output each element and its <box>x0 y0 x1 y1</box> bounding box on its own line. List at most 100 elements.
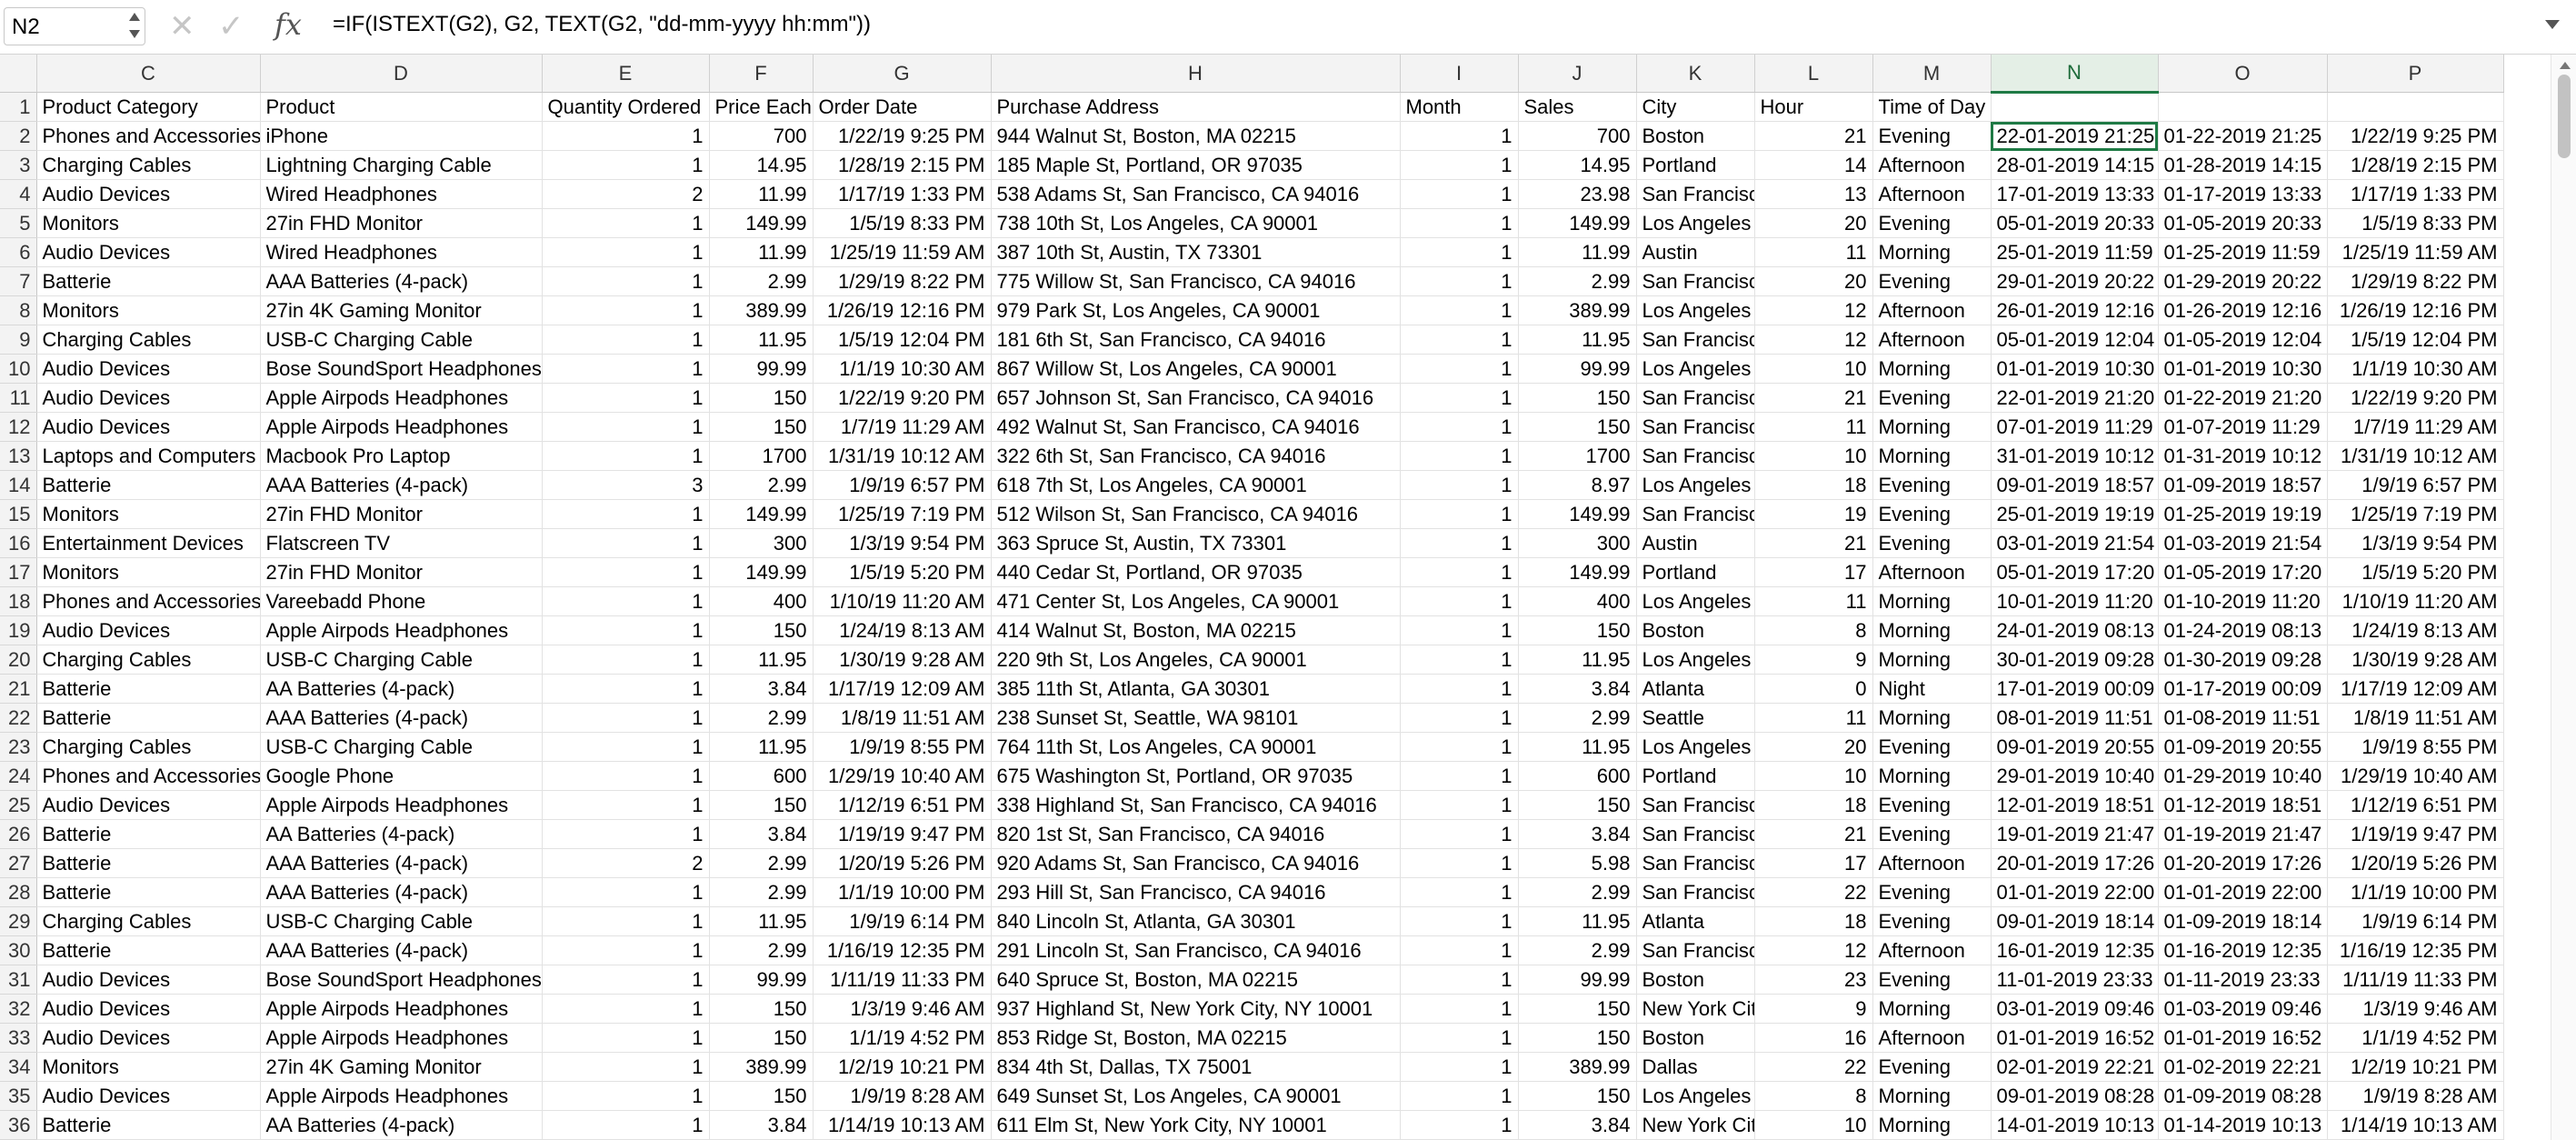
cell-c11[interactable]: Audio Devices <box>36 383 261 413</box>
scroll-up-icon[interactable] <box>2560 62 2571 69</box>
cell-f33[interactable]: 150 <box>709 1023 814 1053</box>
cell-i17[interactable]: 1 <box>1400 557 1519 587</box>
cell-m6[interactable]: Morning <box>1872 237 1992 267</box>
cell-d36[interactable]: AA Batteries (4-pack) <box>260 1110 543 1140</box>
cell-l32[interactable]: 9 <box>1754 994 1873 1024</box>
cell-c17[interactable]: Monitors <box>36 557 261 587</box>
cell-m30[interactable]: Afternoon <box>1872 935 1992 965</box>
cell-d19[interactable]: Apple Airpods Headphones <box>260 615 543 645</box>
cell-d21[interactable]: AA Batteries (4-pack) <box>260 674 543 704</box>
cell-e21[interactable]: 1 <box>542 674 710 704</box>
cell-c10[interactable]: Audio Devices <box>36 354 261 384</box>
cell-j24[interactable]: 600 <box>1518 761 1637 791</box>
cell-l33[interactable]: 16 <box>1754 1023 1873 1053</box>
cell-j23[interactable]: 11.95 <box>1518 732 1637 762</box>
select-all-corner[interactable] <box>0 55 37 93</box>
cell-f5[interactable]: 149.99 <box>709 208 814 238</box>
cell-j20[interactable]: 11.95 <box>1518 645 1637 675</box>
cell-m7[interactable]: Evening <box>1872 266 1992 296</box>
cell-g33[interactable]: 1/1/19 4:52 PM <box>813 1023 992 1053</box>
cell-l18[interactable]: 11 <box>1754 586 1873 616</box>
cell-h28[interactable]: 293 Hill St, San Francisco, CA 94016 <box>991 877 1401 907</box>
cell-f16[interactable]: 300 <box>709 528 814 558</box>
cell-k32[interactable]: New York Cit <box>1636 994 1755 1024</box>
cell-h19[interactable]: 414 Walnut St, Boston, MA 02215 <box>991 615 1401 645</box>
cell-m26[interactable]: Evening <box>1872 819 1992 849</box>
cell-e25[interactable]: 1 <box>542 790 710 820</box>
cell-e11[interactable]: 1 <box>542 383 710 413</box>
cell-l21[interactable]: 0 <box>1754 674 1873 704</box>
cell-m14[interactable]: Evening <box>1872 470 1992 500</box>
cell-p35[interactable]: 1/9/19 8:28 AM <box>2327 1081 2504 1111</box>
cell-i10[interactable]: 1 <box>1400 354 1519 384</box>
column-header-n[interactable]: N <box>1991 55 2159 94</box>
cell-i19[interactable]: 1 <box>1400 615 1519 645</box>
cell-f31[interactable]: 99.99 <box>709 965 814 995</box>
cell-p22[interactable]: 1/8/19 11:51 AM <box>2327 703 2504 733</box>
cell-f12[interactable]: 150 <box>709 412 814 442</box>
cell-f29[interactable]: 11.95 <box>709 906 814 936</box>
cell-i8[interactable]: 1 <box>1400 295 1519 325</box>
cell-g16[interactable]: 1/3/19 9:54 PM <box>813 528 992 558</box>
cell-l7[interactable]: 20 <box>1754 266 1873 296</box>
cell-p29[interactable]: 1/9/19 6:14 PM <box>2327 906 2504 936</box>
cell-g5[interactable]: 1/5/19 8:33 PM <box>813 208 992 238</box>
row-header[interactable]: 35 <box>0 1081 37 1111</box>
column-header-h[interactable]: H <box>991 55 1401 93</box>
cell-c14[interactable]: Batterie <box>36 470 261 500</box>
cell-h21[interactable]: 385 11th St, Atlanta, GA 30301 <box>991 674 1401 704</box>
cell-j6[interactable]: 11.99 <box>1518 237 1637 267</box>
cell-h23[interactable]: 764 11th St, Los Angeles, CA 90001 <box>991 732 1401 762</box>
cell-h10[interactable]: 867 Willow St, Los Angeles, CA 90001 <box>991 354 1401 384</box>
cell-m28[interactable]: Evening <box>1872 877 1992 907</box>
cell-e15[interactable]: 1 <box>542 499 710 529</box>
cell-j9[interactable]: 11.95 <box>1518 325 1637 355</box>
row-header[interactable]: 5 <box>0 208 37 238</box>
cell-k8[interactable]: Los Angeles <box>1636 295 1755 325</box>
cell-g27[interactable]: 1/20/19 5:26 PM <box>813 848 992 878</box>
cell-e31[interactable]: 1 <box>542 965 710 995</box>
cell-m22[interactable]: Morning <box>1872 703 1992 733</box>
cell-k26[interactable]: San Francisc <box>1636 819 1755 849</box>
cell-i25[interactable]: 1 <box>1400 790 1519 820</box>
cell-h18[interactable]: 471 Center St, Los Angeles, CA 90001 <box>991 586 1401 616</box>
name-box-stepper-icon[interactable] <box>128 11 141 42</box>
cell-f24[interactable]: 600 <box>709 761 814 791</box>
cell-e26[interactable]: 1 <box>542 819 710 849</box>
cell-p18[interactable]: 1/10/19 11:20 AM <box>2327 586 2504 616</box>
cell-f1[interactable]: Price Each <box>709 92 814 122</box>
cell-g19[interactable]: 1/24/19 8:13 AM <box>813 615 992 645</box>
cell-l16[interactable]: 21 <box>1754 528 1873 558</box>
cell-n30[interactable]: 16-01-2019 12:35 <box>1991 935 2159 965</box>
cell-j2[interactable]: 700 <box>1518 121 1637 151</box>
cell-k13[interactable]: San Francisc <box>1636 441 1755 471</box>
cell-o20[interactable]: 01-30-2019 09:28 <box>2158 645 2328 675</box>
row-header[interactable]: 20 <box>0 645 37 675</box>
row-header[interactable]: 4 <box>0 179 37 209</box>
row-header[interactable]: 33 <box>0 1023 37 1053</box>
cell-d23[interactable]: USB-C Charging Cable <box>260 732 543 762</box>
cell-n16[interactable]: 03-01-2019 21:54 <box>1991 528 2159 558</box>
cell-f23[interactable]: 11.95 <box>709 732 814 762</box>
cell-e6[interactable]: 1 <box>542 237 710 267</box>
cell-o23[interactable]: 01-09-2019 20:55 <box>2158 732 2328 762</box>
column-header-f[interactable]: F <box>709 55 814 93</box>
column-header-o[interactable]: O <box>2158 55 2328 93</box>
cell-c24[interactable]: Phones and Accessories <box>36 761 261 791</box>
cell-e24[interactable]: 1 <box>542 761 710 791</box>
cell-h22[interactable]: 238 Sunset St, Seattle, WA 98101 <box>991 703 1401 733</box>
cell-f22[interactable]: 2.99 <box>709 703 814 733</box>
cell-p36[interactable]: 1/14/19 10:13 AM <box>2327 1110 2504 1140</box>
cell-h34[interactable]: 834 4th St, Dallas, TX 75001 <box>991 1052 1401 1082</box>
cell-p33[interactable]: 1/1/19 4:52 PM <box>2327 1023 2504 1053</box>
cell-c30[interactable]: Batterie <box>36 935 261 965</box>
cell-k11[interactable]: San Francisc <box>1636 383 1755 413</box>
column-header-m[interactable]: M <box>1872 55 1992 93</box>
cell-n17[interactable]: 05-01-2019 17:20 <box>1991 557 2159 587</box>
cell-n9[interactable]: 05-01-2019 12:04 <box>1991 325 2159 355</box>
cell-f9[interactable]: 11.95 <box>709 325 814 355</box>
cell-m2[interactable]: Evening <box>1872 121 1992 151</box>
cell-k22[interactable]: Seattle <box>1636 703 1755 733</box>
cell-c26[interactable]: Batterie <box>36 819 261 849</box>
cell-m4[interactable]: Afternoon <box>1872 179 1992 209</box>
